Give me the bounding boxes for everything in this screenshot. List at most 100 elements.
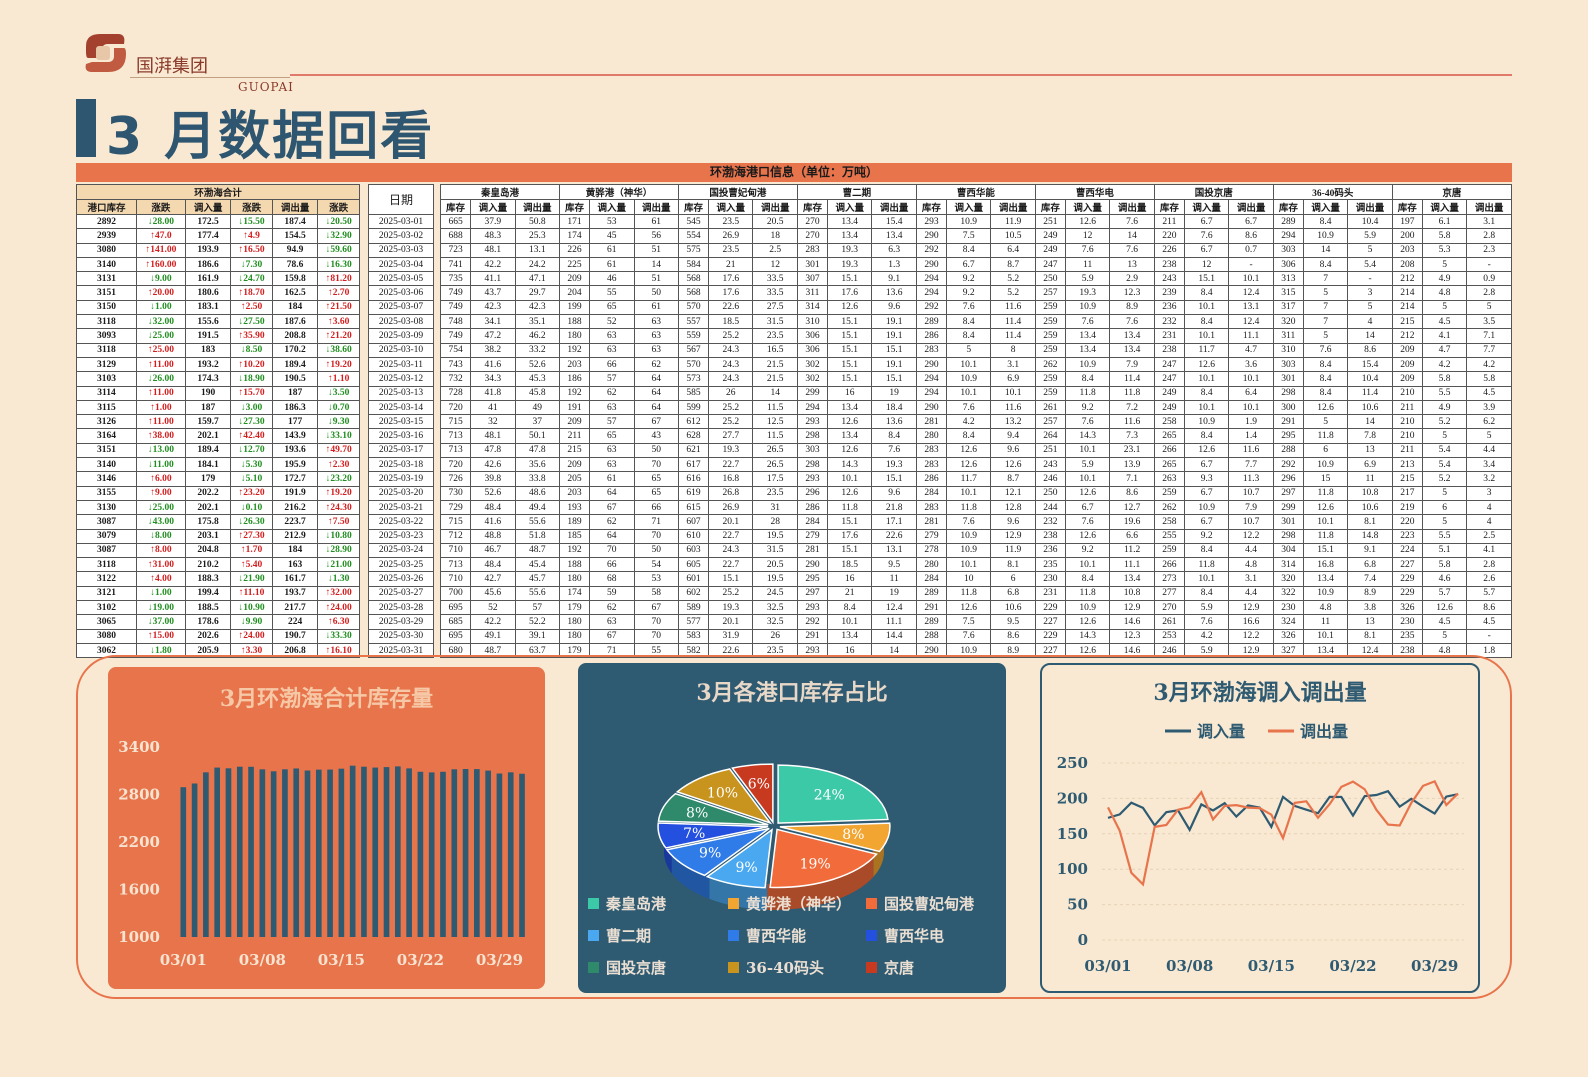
table-cell: 3079: [76, 528, 137, 544]
table-cell: 4.1: [1421, 328, 1468, 344]
table-cell: 306: [796, 328, 829, 344]
table-cell: 7.5: [945, 228, 992, 244]
table-cell: 4.7: [1421, 342, 1468, 358]
table-cell: 230: [1272, 600, 1304, 616]
table-cell: 603: [677, 542, 710, 559]
table-row: 2025-03-13: [368, 385, 434, 401]
bar: [327, 769, 333, 937]
table-cell: 3118: [76, 314, 137, 330]
table-cell: 7.6: [1064, 414, 1111, 430]
table-cell: 224: [1391, 542, 1423, 559]
column-header: 调出量: [752, 199, 798, 215]
table-cell: ↑16.50: [230, 242, 273, 258]
table-cell: 11.5: [752, 399, 798, 416]
table-cell: 155.6: [184, 314, 232, 330]
table-row: 713 47.8 47.8 215 63 50 621 19.3 26.5 303 12.6 7.6 2…: [439, 442, 1512, 459]
table-cell: 45.3: [514, 371, 560, 387]
port-header: 秦皇岛港: [440, 184, 560, 200]
table-row: 3087 ↓43.00 175.8 ↓26.30 223.7 ↑7.50: [76, 514, 360, 530]
table-cell: 33.8: [514, 471, 560, 487]
table-cell: 6.7: [1064, 499, 1111, 516]
charts-frame: [76, 655, 1512, 999]
table-row: 2025-03-07: [368, 299, 434, 316]
table-cell: 277: [1153, 585, 1185, 602]
table-cell: ↓38.60: [317, 342, 360, 358]
table-cell: 291: [796, 628, 829, 644]
table-cell: 23.5: [752, 328, 798, 344]
table-cell: 3130: [76, 499, 137, 516]
table-cell: 12.6: [1302, 499, 1349, 516]
table-row: 3121 ↓1.00 199.4 ↑11.10 193.7 ↑32.00: [76, 585, 360, 602]
table-cell: 607: [677, 514, 710, 530]
brand-name-en: GUOPAI: [238, 80, 294, 94]
table-cell: 5: [1421, 485, 1468, 501]
column-header: 库存: [558, 199, 591, 215]
table-cell: 310: [1272, 342, 1304, 358]
table-cell: 9.1: [871, 271, 917, 287]
table-cell: 10.7: [1228, 514, 1274, 530]
table-cell: 294: [915, 285, 948, 301]
table-cell: 225: [558, 256, 591, 273]
table-cell: 49.1: [470, 628, 516, 644]
chart-title: 3月各港口库存占比: [696, 680, 888, 706]
table-cell: 55.6: [514, 585, 560, 602]
table-cell: ↓32.90: [317, 228, 360, 244]
table-cell: 53: [589, 213, 635, 230]
table-cell: 259: [1153, 542, 1185, 559]
x-tick-label: 03/08: [1166, 957, 1213, 975]
table-cell: 41.8: [470, 385, 516, 401]
table-cell: 735: [439, 271, 472, 287]
table-cell: ↓25.00: [135, 328, 186, 344]
table-cell: 279: [915, 528, 948, 544]
table-cell: 180: [558, 628, 591, 644]
table-cell: 292: [915, 299, 948, 316]
table-cell: 25.2: [708, 328, 754, 344]
table-cell: 48.3: [470, 228, 516, 244]
table-cell: 7.7: [1466, 342, 1512, 358]
table-cell: 41: [470, 399, 516, 416]
table-cell: ↑15.70: [230, 385, 273, 401]
table-row: 2025-03-18: [368, 457, 434, 473]
table-cell: ↑19.20: [317, 485, 360, 501]
table-cell: 226: [1153, 242, 1185, 258]
table-cell: 211: [1391, 399, 1423, 416]
table-cell: 202.1: [184, 428, 232, 444]
table-cell: 70: [633, 628, 679, 644]
table-cell: 31.5: [752, 314, 798, 330]
flow-chart-panel: 3月环渤海调入调出量 0 50 100 150 200 250 调入量 调出量 03/01 03/…: [1040, 663, 1480, 993]
table-cell: 9.6: [871, 299, 917, 316]
table-cell: 10.8: [1109, 585, 1155, 602]
table-cell: 210: [1391, 428, 1423, 444]
table-cell: 6.7: [1183, 242, 1230, 258]
table-cell: 12.6: [1183, 442, 1230, 459]
table-cell: 11: [1302, 614, 1349, 630]
column-header: 库存: [1272, 199, 1304, 215]
table-row: 3151 ↓13.00 189.4 ↓12.70 193.6 ↑49.70: [76, 442, 360, 459]
table-cell: 59: [589, 585, 635, 602]
table-cell: 47.1: [514, 271, 560, 287]
x-tick-label: 03/22: [397, 951, 444, 969]
table-row: 680 48.7 63.7 179 71 55 582 22.6 23.5 293 16 14 290 1…: [439, 642, 1512, 659]
table-cell: 5.4: [1421, 442, 1468, 459]
table-cell: ↓0.70: [317, 399, 360, 416]
table-cell: 4.8: [1302, 600, 1349, 616]
table-cell: 10.4: [1347, 213, 1393, 230]
table-row: 2939 ↑47.0 177.4 ↑4.9 154.5 ↓32.90: [76, 228, 360, 244]
table-cell: ↓5.10: [230, 471, 273, 487]
table-cell: 12.6: [1183, 356, 1230, 373]
date-cell: 2025-03-25: [368, 557, 434, 573]
table-cell: 11.8: [1064, 585, 1111, 602]
table-cell: 3129: [76, 356, 137, 373]
table-cell: 189.4: [184, 442, 232, 459]
table-cell: 15.1: [827, 542, 873, 559]
table-cell: 171: [558, 213, 591, 230]
table-cell: 13.4: [1109, 342, 1155, 358]
column-header: 调入量: [1421, 199, 1468, 215]
table-cell: 48.1: [470, 242, 516, 258]
table-cell: ↓43.00: [135, 514, 186, 530]
table-cell: 4.2: [1183, 628, 1230, 644]
table-cell: 8.4: [945, 242, 992, 258]
table-row: 2892 ↓28.00 172.5 ↓15.50 187.4 ↓20.50: [76, 213, 360, 230]
y-tick-label: 250: [1057, 754, 1088, 772]
table-cell: 8: [990, 342, 1036, 358]
